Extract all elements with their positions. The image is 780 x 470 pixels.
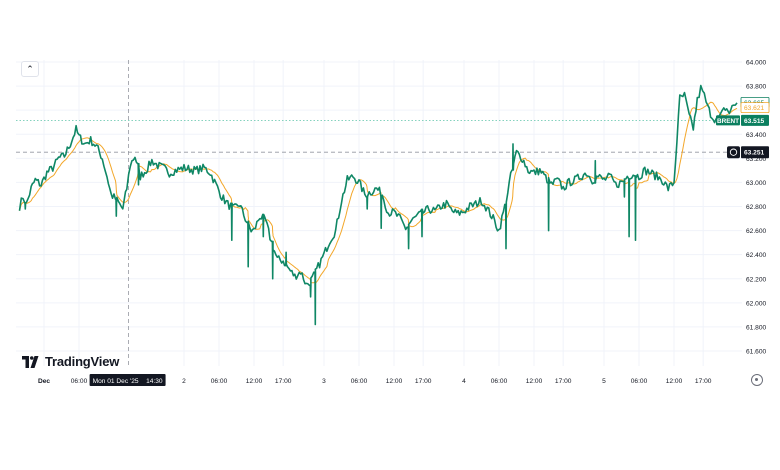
y-tick-label: 62.800	[746, 204, 767, 211]
y-tick-label: 63.000	[746, 180, 767, 187]
x-tick-label: 06:00	[631, 378, 648, 385]
crosshair-icon-box	[727, 146, 740, 159]
price-line	[18, 84, 738, 326]
x-tick-label: 5	[602, 378, 606, 385]
y-tick-label: 62.000	[746, 300, 767, 307]
x-tick-label: 17:00	[275, 378, 292, 385]
y-tick-label: 61.800	[746, 324, 767, 331]
x-tick-label: 3	[322, 378, 326, 385]
y-tick-label: 62.400	[746, 252, 767, 259]
price-tag	[740, 102, 770, 114]
chevron-up-icon: ⌃	[26, 64, 34, 74]
crosshair-date-label: Mon 01 Dec '25	[93, 378, 139, 385]
x-tick-label: 17:00	[695, 378, 712, 385]
series-name-label: BRENT	[717, 118, 739, 125]
x-tick-label: 06:00	[211, 378, 228, 385]
brand-name: TradingView	[45, 354, 120, 369]
x-tick-label: 17:00	[415, 378, 432, 385]
price-axis: 64.00063.80063.60063.40063.20063.00062.8…	[746, 60, 767, 356]
reference-lines	[16, 60, 728, 366]
crosshair-time-label: 14:30	[146, 378, 163, 385]
moving-average-line	[19, 101, 738, 286]
chart-grid	[16, 60, 742, 366]
x-tick-label: 12:00	[526, 378, 543, 385]
x-tick-label: 4	[462, 378, 466, 385]
x-tick-label: 06:00	[71, 378, 88, 385]
tradingview-logo: TradingView	[22, 354, 119, 369]
last-price-label: 63.515	[744, 118, 765, 125]
x-tick-label: 12:00	[386, 378, 403, 385]
last-price-tag	[741, 114, 769, 126]
time-axis: Dec 06:00 2 06:00 12:00 17:00 3 06:00 12:00 17:00…	[38, 374, 712, 386]
x-tick-label: 17:00	[555, 378, 572, 385]
crosshair-price-tag	[741, 146, 769, 159]
x-tick-label: 06:00	[491, 378, 508, 385]
x-tick-label: 06:00	[351, 378, 368, 385]
y-tick-label: 63.400	[746, 132, 767, 139]
x-tick-label: Dec	[38, 378, 50, 385]
x-tick-label: 12:00	[246, 378, 263, 385]
y-tick-label: 63.200	[746, 156, 767, 163]
series-name-tag	[716, 115, 740, 126]
y-tick-label: 61.600	[746, 349, 767, 356]
gear-icon[interactable]	[751, 374, 763, 386]
x-tick-label: 2	[182, 378, 186, 385]
collapse-button[interactable]: ⌃	[21, 61, 39, 77]
y-tick-label: 62.200	[746, 276, 767, 283]
y-tick-label: 63.800	[746, 84, 767, 91]
crosshair-time-tag	[89, 374, 166, 386]
tradingview-mark-icon	[22, 355, 39, 368]
crosshair-icon	[729, 148, 738, 156]
y-tick-label: 62.600	[746, 228, 767, 235]
crosshair-price-label: 63.251	[744, 150, 765, 157]
y-tick-label: 64.000	[746, 60, 767, 67]
price-tag-label: 63.621	[744, 105, 765, 112]
x-tick-label: 12:00	[666, 378, 683, 385]
series-layer	[18, 84, 738, 326]
